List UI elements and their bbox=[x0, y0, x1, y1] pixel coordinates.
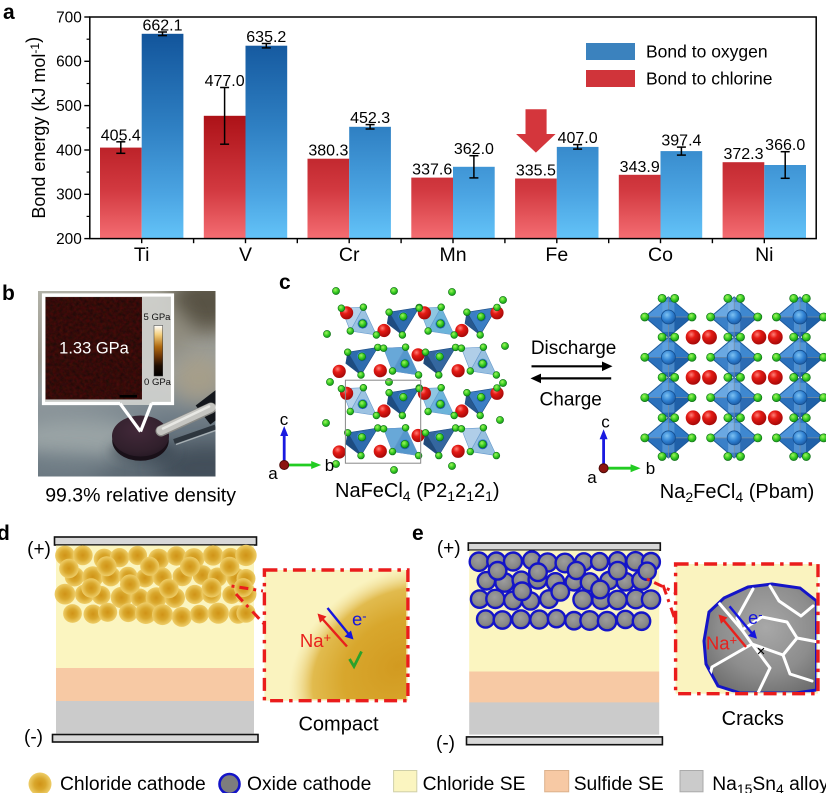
svg-text:405.4: 405.4 bbox=[101, 127, 141, 144]
svg-text:NaFeCl4 (P212121): NaFeCl4 (P212121) bbox=[335, 480, 500, 504]
svg-text:400: 400 bbox=[56, 142, 82, 159]
svg-text:e: e bbox=[412, 522, 424, 545]
svg-text:(-): (-) bbox=[24, 727, 43, 748]
svg-text:b: b bbox=[325, 456, 334, 475]
svg-text:407.0: 407.0 bbox=[558, 130, 598, 147]
svg-text:b: b bbox=[646, 459, 655, 478]
svg-text:Ni: Ni bbox=[755, 244, 773, 266]
svg-text:343.9: 343.9 bbox=[620, 159, 660, 176]
svg-text:700: 700 bbox=[56, 9, 82, 26]
svg-text:0 GPa: 0 GPa bbox=[144, 377, 172, 388]
svg-text:Ti: Ti bbox=[134, 244, 150, 266]
svg-text:Bond to oxygen: Bond to oxygen bbox=[646, 42, 768, 62]
svg-text:Bond energy (kJ mol-1): Bond energy (kJ mol-1) bbox=[23, 37, 49, 219]
svg-text:V: V bbox=[239, 244, 252, 266]
svg-text:477.0: 477.0 bbox=[205, 73, 245, 90]
svg-text:635.2: 635.2 bbox=[246, 29, 286, 46]
svg-text:Na2FeCl4 (Pbam): Na2FeCl4 (Pbam) bbox=[660, 481, 815, 505]
svg-text:300: 300 bbox=[56, 187, 82, 204]
svg-text:600: 600 bbox=[56, 54, 82, 71]
svg-text:Cr: Cr bbox=[339, 244, 360, 266]
svg-text:366.0: 366.0 bbox=[765, 137, 805, 154]
svg-text:(+): (+) bbox=[27, 539, 51, 560]
svg-text:Bond to chlorine: Bond to chlorine bbox=[646, 69, 772, 89]
svg-text:1.33 GPa: 1.33 GPa bbox=[59, 340, 130, 358]
svg-text:c: c bbox=[601, 413, 610, 432]
svg-text:Chloride cathode: Chloride cathode bbox=[60, 774, 206, 793]
svg-text:b: b bbox=[2, 282, 15, 305]
svg-text:662.1: 662.1 bbox=[142, 18, 182, 35]
svg-text:Compact: Compact bbox=[298, 714, 378, 736]
svg-text:Oxide cathode: Oxide cathode bbox=[247, 774, 371, 793]
svg-text:337.6: 337.6 bbox=[412, 162, 452, 179]
svg-text:335.5: 335.5 bbox=[516, 163, 556, 180]
svg-text:a: a bbox=[587, 468, 597, 487]
svg-text:c: c bbox=[279, 271, 291, 294]
svg-text:200: 200 bbox=[56, 231, 82, 248]
svg-text:×: × bbox=[757, 643, 766, 660]
svg-text:362.0: 362.0 bbox=[454, 141, 494, 158]
svg-text:(+): (+) bbox=[437, 538, 461, 559]
svg-text:Fe: Fe bbox=[545, 244, 568, 266]
svg-text:500: 500 bbox=[56, 98, 82, 115]
svg-text:(-): (-) bbox=[436, 733, 455, 754]
svg-text:c: c bbox=[280, 410, 289, 429]
svg-text:Co: Co bbox=[648, 244, 673, 266]
svg-text:99.3% relative density: 99.3% relative density bbox=[45, 485, 236, 507]
svg-text:a: a bbox=[3, 1, 15, 24]
svg-text:380.3: 380.3 bbox=[308, 143, 348, 160]
svg-text:Na+: Na+ bbox=[706, 633, 737, 654]
svg-text:5 GPa: 5 GPa bbox=[144, 312, 172, 323]
svg-text:Na15Sn4 alloy: Na15Sn4 alloy bbox=[712, 774, 826, 793]
svg-text:Na+: Na+ bbox=[300, 630, 331, 651]
svg-text:452.3: 452.3 bbox=[350, 110, 390, 127]
svg-text:397.4: 397.4 bbox=[661, 133, 701, 150]
svg-text:372.3: 372.3 bbox=[723, 146, 763, 163]
svg-text:Chloride SE: Chloride SE bbox=[423, 774, 526, 793]
svg-text:a: a bbox=[268, 464, 278, 483]
svg-text:d: d bbox=[0, 522, 10, 545]
svg-text:Discharge: Discharge bbox=[531, 338, 617, 359]
svg-text:Mn: Mn bbox=[439, 244, 466, 266]
svg-text:Cracks: Cracks bbox=[722, 708, 784, 730]
svg-text:Sulfide SE: Sulfide SE bbox=[574, 774, 664, 793]
svg-text:Charge: Charge bbox=[540, 390, 602, 411]
